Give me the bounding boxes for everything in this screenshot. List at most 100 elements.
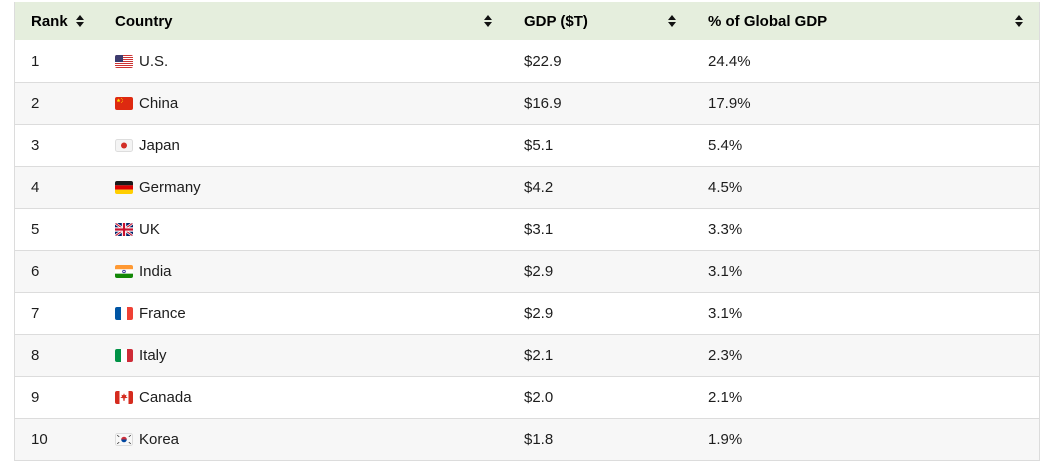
gdp-value: $2.0	[524, 389, 554, 406]
share-cell: 2.3%	[692, 335, 1039, 376]
share-value: 3.1%	[708, 305, 743, 322]
table-row: 8 Italy $2.1 2.3%	[15, 334, 1039, 376]
share-cell: 3.3%	[692, 209, 1039, 250]
rank-value: 3	[31, 137, 40, 154]
column-header-country[interactable]: Country	[99, 2, 508, 40]
share-cell: 3.1%	[692, 251, 1039, 292]
table-row: 1 U.S. $22.9 24.4%	[15, 40, 1039, 82]
sort-updown-icon[interactable]	[75, 15, 84, 27]
gdp-value: $2.9	[524, 305, 554, 322]
table-row: 5 UK $3.1 3.3%	[15, 208, 1039, 250]
gdp-cell: $2.9	[508, 251, 692, 292]
table-row: 9 Canada $2.0 2.1%	[15, 376, 1039, 418]
japan-flag-icon	[115, 139, 133, 152]
rank-value: 2	[31, 95, 40, 112]
share-value: 1.9%	[708, 431, 743, 448]
rank-value: 6	[31, 263, 40, 280]
gdp-value: $5.1	[524, 137, 554, 154]
uk-flag-icon	[115, 223, 133, 236]
share-cell: 17.9%	[692, 83, 1039, 124]
share-cell: 1.9%	[692, 419, 1039, 460]
rank-value: 5	[31, 221, 40, 238]
share-value: 2.3%	[708, 347, 743, 364]
country-cell: China	[99, 83, 508, 124]
country-name: U.S.	[139, 52, 169, 70]
country-name: China	[139, 95, 179, 112]
share-value: 24.4%	[708, 52, 751, 70]
gdp-cell: $5.1	[508, 125, 692, 166]
country-name: Japan	[139, 137, 180, 154]
rank-value: 4	[31, 179, 40, 196]
rank-value: 9	[31, 389, 40, 406]
table-row: 7 France $2.9 3.1%	[15, 292, 1039, 334]
column-header-rank[interactable]: Rank	[15, 2, 99, 40]
sort-updown-icon[interactable]	[1015, 15, 1023, 27]
column-header-gdp-label: GDP ($T)	[524, 12, 588, 30]
rank-cell: 2	[15, 83, 99, 124]
italy-flag-icon	[115, 349, 133, 362]
canada-flag-icon	[115, 391, 133, 404]
column-header-rank-label: Rank	[31, 12, 68, 30]
india-flag-icon	[115, 265, 133, 278]
gdp-cell: $2.1	[508, 335, 692, 376]
share-value: 5.4%	[708, 137, 743, 154]
gdp-value: $16.9	[524, 95, 562, 112]
gdp-cell: $2.0	[508, 377, 692, 418]
share-cell: 5.4%	[692, 125, 1039, 166]
rank-cell: 5	[15, 209, 99, 250]
table-row: 6 India $2.9 3.1%	[15, 250, 1039, 292]
country-cell: Italy	[99, 335, 508, 376]
gdp-value: $22.9	[524, 52, 562, 70]
share-cell: 3.1%	[692, 293, 1039, 334]
share-value: 3.1%	[708, 263, 743, 280]
share-value: 2.1%	[708, 389, 743, 406]
share-cell: 2.1%	[692, 377, 1039, 418]
country-name: UK	[139, 221, 160, 238]
gdp-value: $1.8	[524, 431, 554, 448]
country-cell: Korea	[99, 419, 508, 460]
france-flag-icon	[115, 307, 133, 320]
country-name: Canada	[139, 389, 192, 406]
table-row: 10 Korea $1.8 1.9%	[15, 418, 1039, 460]
gdp-cell: $3.1	[508, 209, 692, 250]
share-value: 4.5%	[708, 179, 743, 196]
us-flag-icon	[115, 54, 133, 68]
share-cell: 24.4%	[692, 40, 1039, 82]
table-row: 4 Germany $4.2 4.5%	[15, 166, 1039, 208]
country-name: France	[139, 305, 186, 322]
sort-updown-icon[interactable]	[484, 15, 492, 27]
gdp-value: $2.9	[524, 263, 554, 280]
germany-flag-icon	[115, 181, 133, 194]
column-header-share[interactable]: % of Global GDP	[692, 2, 1039, 40]
column-header-gdp[interactable]: GDP ($T)	[508, 2, 692, 40]
country-cell: Canada	[99, 377, 508, 418]
gdp-cell: $2.9	[508, 293, 692, 334]
rank-cell: 9	[15, 377, 99, 418]
country-name: Germany	[139, 179, 201, 196]
table-row: 3 Japan $5.1 5.4%	[15, 124, 1039, 166]
country-cell: UK	[99, 209, 508, 250]
country-cell: Germany	[99, 167, 508, 208]
share-cell: 4.5%	[692, 167, 1039, 208]
rank-value: 7	[31, 305, 40, 322]
country-name: Italy	[139, 347, 167, 364]
rank-cell: 6	[15, 251, 99, 292]
gdp-cell: $22.9	[508, 40, 692, 82]
rank-cell: 4	[15, 167, 99, 208]
rank-cell: 3	[15, 125, 99, 166]
column-header-share-label: % of Global GDP	[708, 12, 828, 30]
country-name: India	[139, 263, 172, 280]
rank-value: 10	[31, 431, 48, 448]
table-body: 1 U.S. $22.9 24.4% 2 China $16.9 17.9% 3 Japan $5.…	[15, 40, 1039, 460]
country-name: Korea	[139, 431, 180, 448]
gdp-cell: $16.9	[508, 83, 692, 124]
country-cell: France	[99, 293, 508, 334]
country-cell: U.S.	[99, 40, 508, 82]
gdp-ranking-table: Rank Country GDP ($T) % of Global GDP 1 U…	[14, 2, 1040, 461]
column-header-country-label: Country	[115, 12, 173, 30]
rank-cell: 1	[15, 40, 99, 82]
table-header-row: Rank Country GDP ($T) % of Global GDP	[15, 2, 1039, 40]
gdp-cell: $4.2	[508, 167, 692, 208]
sort-updown-icon[interactable]	[668, 15, 676, 27]
share-value: 3.3%	[708, 221, 743, 238]
